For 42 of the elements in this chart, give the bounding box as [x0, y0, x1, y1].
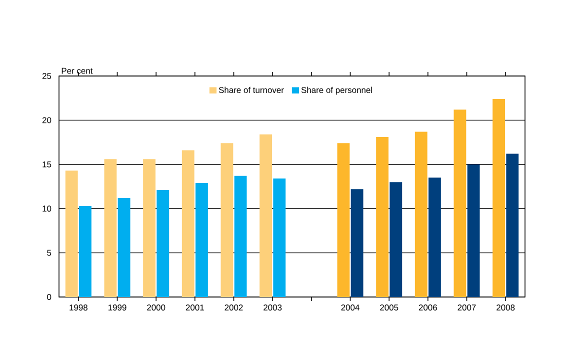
y-tick-label: 5: [47, 250, 52, 256]
bar: [390, 182, 402, 297]
bar: [376, 136, 389, 297]
legend-label: Share of personnel: [301, 86, 372, 95]
bar: [414, 132, 428, 297]
bar: [454, 110, 466, 297]
bar: [156, 190, 170, 297]
x-tick-label: 2003: [264, 304, 282, 311]
bar: [428, 178, 441, 297]
bar: [273, 178, 286, 297]
x-tick-label: 2005: [380, 304, 398, 311]
x-tick-label: 2007: [458, 304, 476, 311]
bar: [118, 198, 130, 297]
bar: [337, 143, 350, 297]
x-tick-label: 2000: [147, 304, 166, 311]
x-tick-label: 2001: [186, 304, 204, 311]
bar: [220, 143, 234, 297]
legend-label: Share of turnover: [218, 86, 284, 94]
bar: [79, 206, 92, 297]
y-axis-title: Per cent: [62, 68, 93, 74]
x-tick-label: 2002: [224, 304, 243, 311]
y-tick-label: 10: [42, 206, 52, 212]
x-tick-label: 2004: [341, 304, 360, 311]
bar: [196, 182, 208, 297]
bar: [104, 159, 117, 297]
bar: [350, 189, 364, 297]
bar: [467, 164, 480, 297]
bar: [492, 98, 506, 297]
x-tick-label: 1999: [108, 304, 126, 311]
bar: [182, 150, 194, 297]
bar: [260, 134, 272, 297]
bar: [506, 154, 519, 297]
x-tick-label: 1998: [70, 304, 88, 311]
bar: [234, 176, 247, 297]
y-tick-label: 0: [47, 294, 52, 300]
x-tick-label: 2008: [496, 304, 515, 311]
y-tick-label: 20: [42, 117, 52, 124]
x-tick-label: 2006: [418, 304, 437, 311]
bar: [143, 159, 156, 297]
y-tick-label: 25: [42, 73, 52, 79]
bar: [65, 170, 78, 297]
y-tick-label: 15: [42, 161, 52, 168]
